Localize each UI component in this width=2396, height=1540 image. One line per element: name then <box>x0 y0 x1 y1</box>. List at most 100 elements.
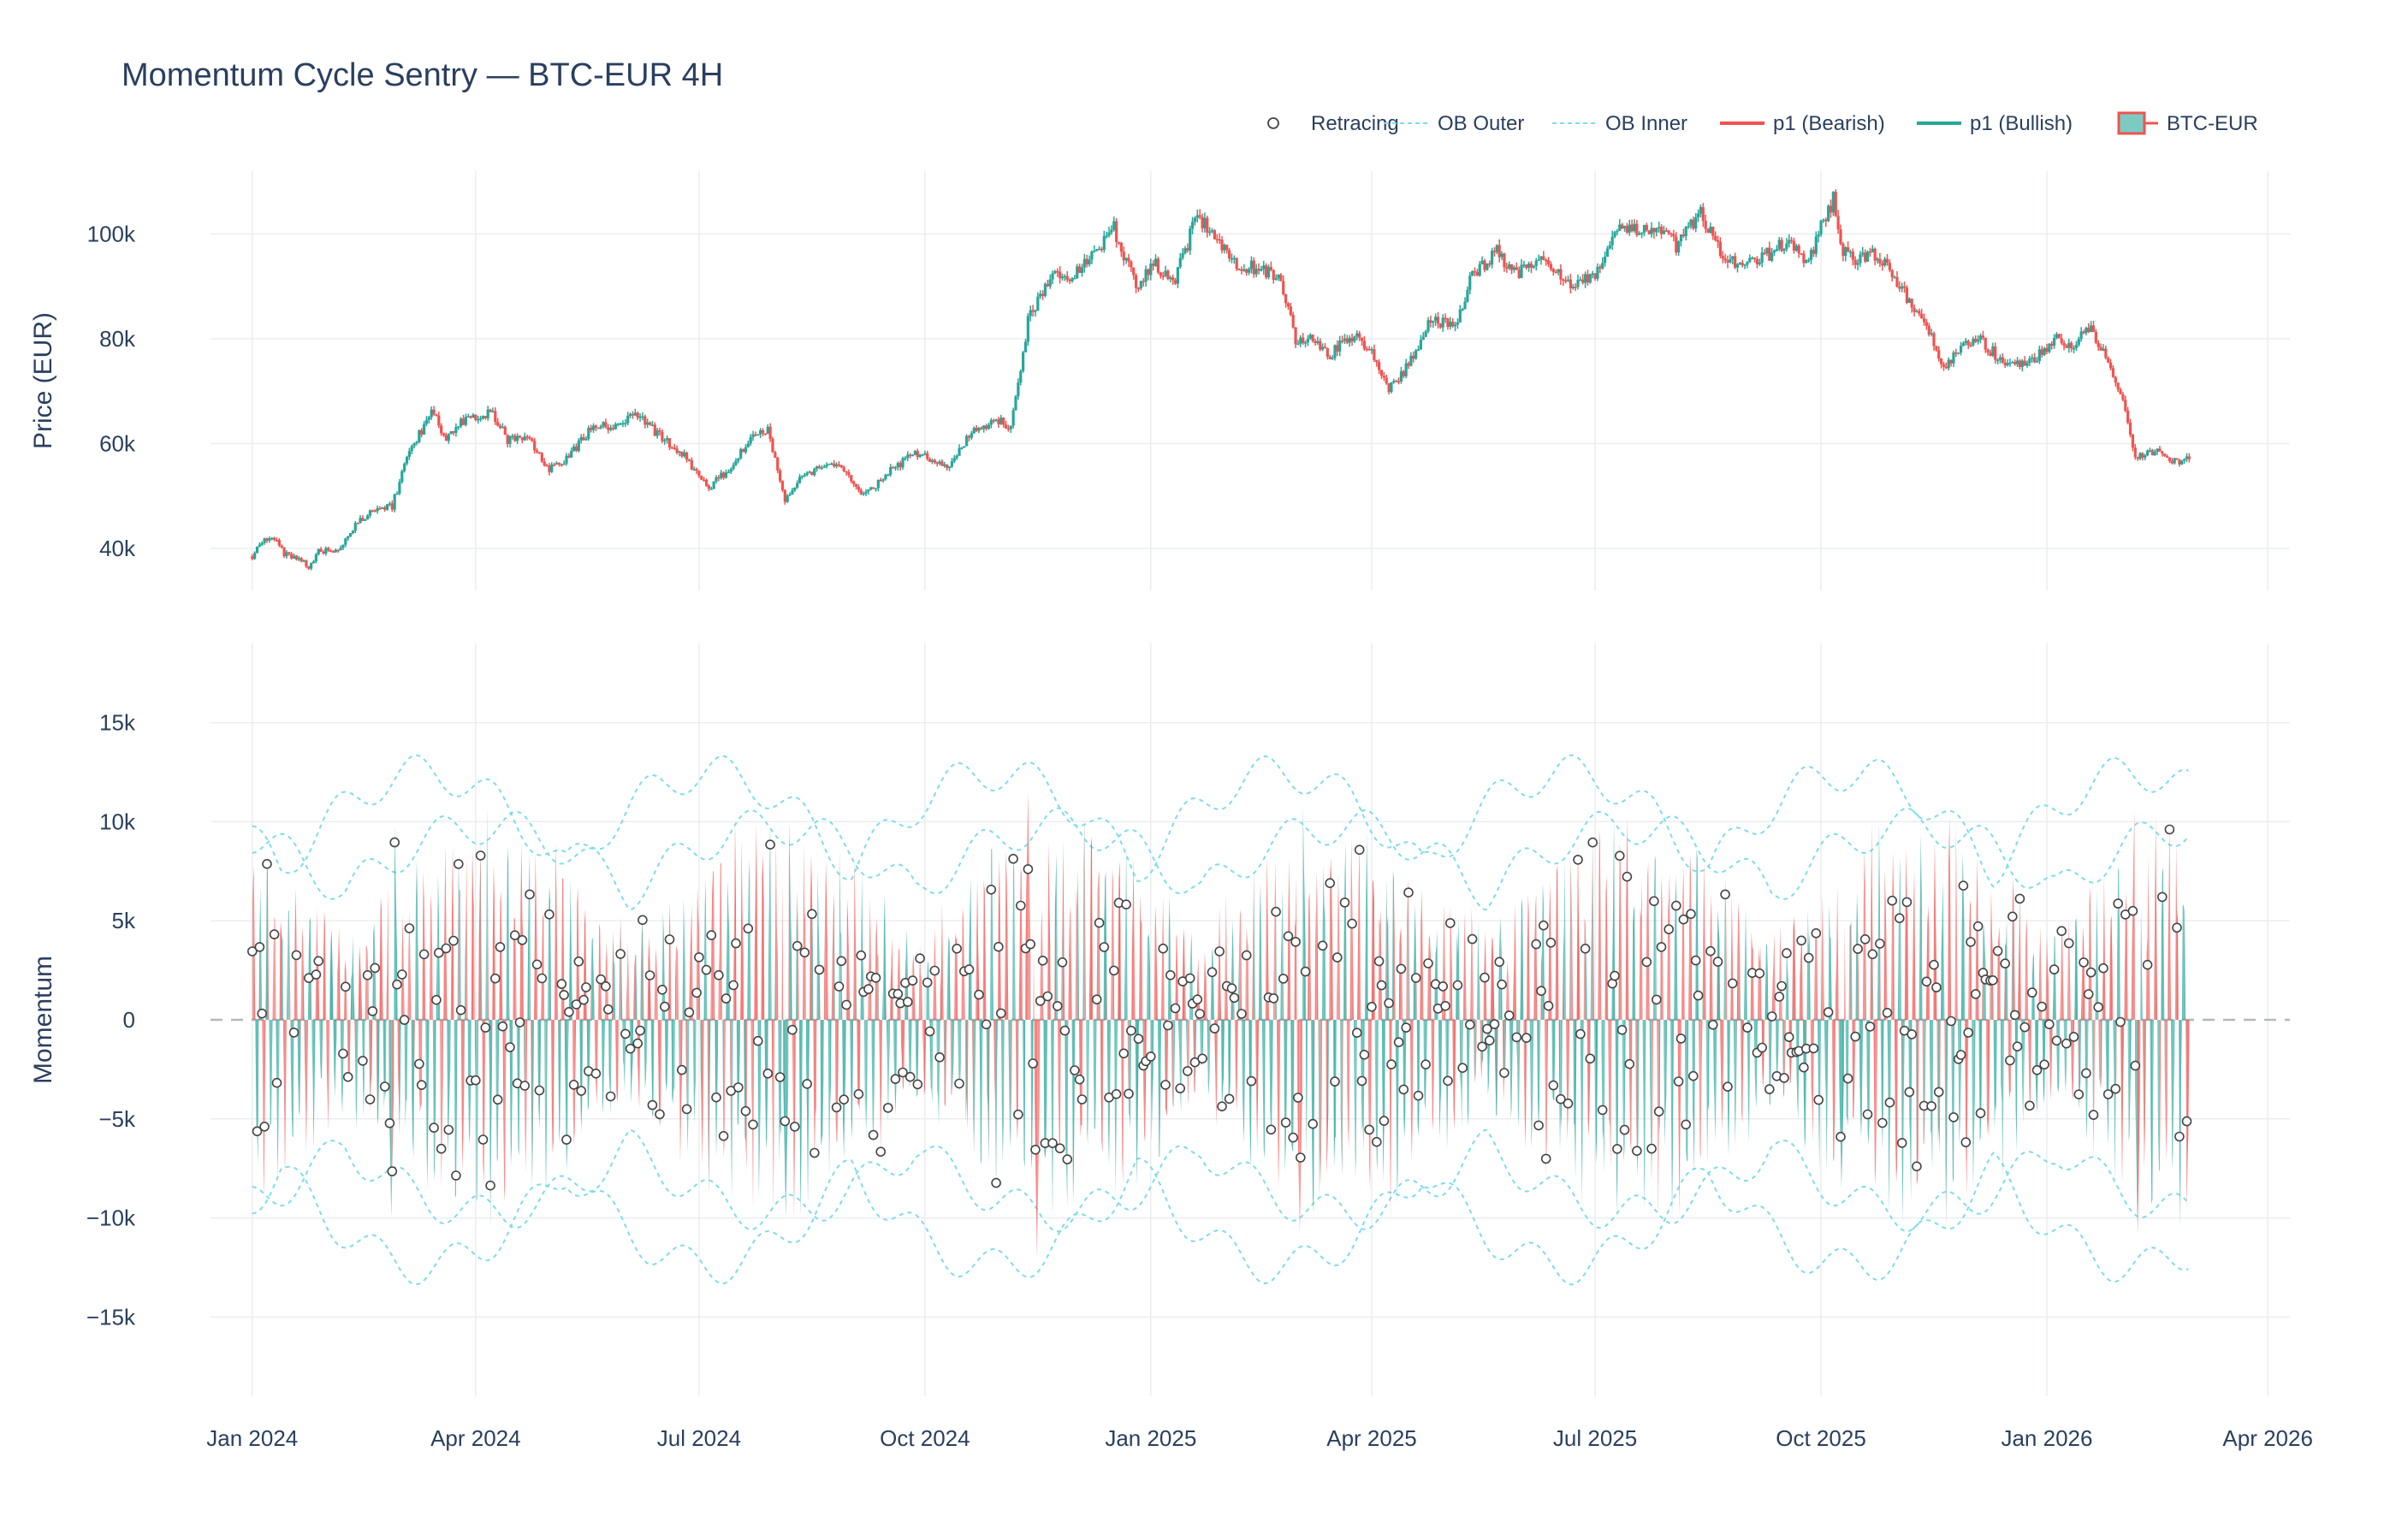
candle-body <box>1586 274 1590 283</box>
candle-body <box>1944 366 1948 369</box>
bearish-fill <box>1007 930 1009 1030</box>
bearish-fill <box>1068 952 1070 1050</box>
candle-body <box>1642 224 1646 234</box>
legend-item[interactable]: BTC-EUR <box>2117 111 2258 135</box>
candle-body <box>1584 274 1587 283</box>
candle-body <box>275 539 279 542</box>
bearish-fill <box>724 1020 726 1143</box>
candle-body <box>2114 376 2117 383</box>
candle-body <box>1520 264 1523 278</box>
bearish-fill <box>492 865 494 1020</box>
candle-body <box>2015 360 2019 364</box>
bullish-fill <box>1925 1020 1926 1122</box>
bullish-fill <box>1766 944 1768 1020</box>
legend-item[interactable]: p1 (Bullish) <box>1917 112 2073 135</box>
bearish-fill <box>1989 1020 1990 1139</box>
bullish-fill <box>1073 1020 1075 1167</box>
candle-body <box>1800 253 1803 255</box>
bullish-fill <box>270 1020 271 1127</box>
candle-body <box>1895 276 1899 287</box>
bullish-fill <box>769 825 771 1020</box>
candle-body <box>277 540 281 546</box>
bullish-fill <box>1055 852 1057 1020</box>
candle-body <box>751 434 755 438</box>
candle-body <box>1046 283 1049 287</box>
retracing-marker <box>1109 965 1119 976</box>
candle-body <box>1078 266 1082 273</box>
legend-item[interactable]: OB Outer <box>1385 112 1524 135</box>
bearish-fill <box>679 1020 680 1163</box>
bullish-fill <box>1672 1020 1674 1150</box>
legend-item[interactable]: p1 (Bearish) <box>1720 112 1885 135</box>
retracing-marker <box>1438 981 1448 992</box>
bullish-fill <box>887 1020 889 1125</box>
candle-body <box>1456 322 1460 325</box>
bearish-fill <box>430 893 432 1020</box>
candle-body <box>1546 260 1551 264</box>
bearish-fill <box>698 929 700 1020</box>
candle-body <box>2124 400 2127 412</box>
bearish-fill <box>1346 959 1348 1091</box>
candle-body <box>300 558 303 562</box>
bearish-fill <box>1475 1020 1477 1075</box>
bullish-fill <box>1724 878 1726 1020</box>
bearish-fill <box>537 943 538 1062</box>
candle-body <box>1864 252 1867 262</box>
momentum-y-tick-label: −5k <box>98 1106 136 1132</box>
bullish-fill <box>1382 1020 1384 1182</box>
candle-body <box>1918 311 1921 314</box>
bullish-fill <box>1940 953 1942 1049</box>
bullish-fill <box>748 860 750 1020</box>
legend-item[interactable]: Retracing <box>1267 112 1399 135</box>
retracing-marker <box>802 1079 813 1089</box>
candle-body <box>2008 362 2012 364</box>
bullish-fill <box>593 972 595 1020</box>
bearish-fill <box>1226 973 1228 1020</box>
bearish-fill <box>1273 939 1275 1020</box>
legend-item[interactable]: OB Inner <box>1552 112 1687 135</box>
retracing-marker <box>2083 989 2094 999</box>
retracing-marker <box>399 1015 410 1025</box>
bullish-fill <box>1748 1020 1750 1143</box>
candle-body <box>1257 269 1260 271</box>
bearish-fill <box>621 945 622 1020</box>
legend[interactable]: Retracing OB Outer OB Inner p1 (Bearish) p1 … <box>1267 111 2258 135</box>
candle-body <box>1994 346 1997 360</box>
candle-body <box>1775 249 1778 251</box>
bearish-fill <box>348 1020 350 1076</box>
bullish-fill <box>1521 898 1522 1020</box>
bearish-fill <box>575 996 577 1063</box>
candle-body <box>1017 382 1020 397</box>
bullish-fill <box>643 1020 645 1090</box>
bullish-fill <box>307 951 309 1031</box>
x-tick-label: Jan 2024 <box>206 1425 298 1451</box>
bullish-fill <box>894 1020 896 1116</box>
bearish-fill <box>1410 1020 1411 1123</box>
candle-body <box>633 412 637 416</box>
bullish-fill <box>2172 1020 2174 1169</box>
candle-body <box>1777 240 1781 250</box>
candle-body <box>602 422 605 427</box>
bullish-fill <box>2032 952 2034 1020</box>
bullish-fill <box>943 1020 945 1105</box>
bullish-fill <box>1149 968 1151 1058</box>
candle-body <box>1002 418 1005 425</box>
bearish-fill <box>922 1020 923 1057</box>
bullish-fill <box>271 1003 273 1077</box>
bullish-fill <box>1841 1020 1842 1188</box>
bullish-fill <box>1361 1020 1362 1130</box>
retracing-marker <box>2005 1055 2015 1066</box>
bullish-fill <box>1203 995 1204 1046</box>
bearish-fill <box>2144 1020 2145 1170</box>
bullish-fill <box>671 1007 673 1098</box>
retracing-marker <box>414 1058 424 1069</box>
candle-body <box>368 510 372 516</box>
bearish-fill <box>1792 929 1794 1020</box>
bullish-fill <box>454 1020 456 1199</box>
retracing-marker <box>974 989 984 1000</box>
bearish-fill <box>1090 836 1091 1020</box>
bullish-fill <box>851 1020 853 1140</box>
bearish-fill <box>1309 892 1311 1020</box>
retracing-marker <box>2142 959 2153 970</box>
candle-body <box>1935 346 1938 351</box>
